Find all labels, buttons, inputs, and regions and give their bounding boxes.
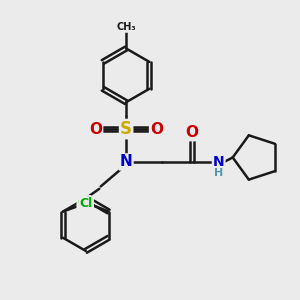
Text: Cl: Cl <box>77 196 91 209</box>
Text: O: O <box>150 122 163 136</box>
Text: Cl: Cl <box>80 197 93 210</box>
Text: H: H <box>214 168 223 178</box>
Text: N: N <box>120 154 133 169</box>
Text: S: S <box>120 120 132 138</box>
Text: O: O <box>89 122 102 136</box>
Text: O: O <box>185 125 198 140</box>
Text: N: N <box>213 155 224 169</box>
Text: CH₃: CH₃ <box>116 22 136 32</box>
